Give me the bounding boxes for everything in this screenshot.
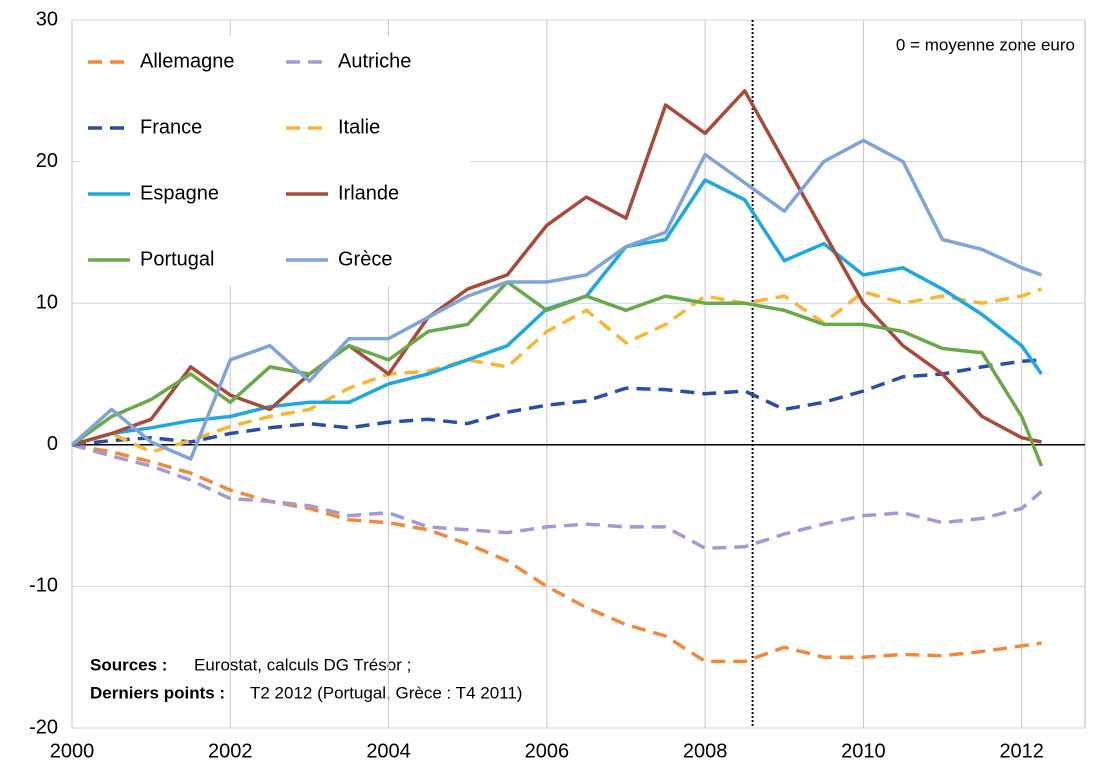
x-tick-label: 2006 — [525, 740, 570, 762]
x-tick-label: 2008 — [683, 740, 728, 762]
legend-label: Espagne — [140, 182, 219, 204]
y-tick-label: 10 — [36, 291, 58, 313]
x-tick-label: 2002 — [208, 740, 253, 762]
legend-label: Irlande — [338, 182, 399, 204]
x-tick-label: 2010 — [841, 740, 886, 762]
plot: -20 -10 0 10 20 30 2000 2002 2004 2006 2008 2010 201… — [29, 8, 1086, 762]
legend-label: Portugal — [140, 248, 215, 270]
annotation: 0 = moyenne zone euro — [896, 35, 1075, 54]
legend-label: Grèce — [338, 248, 392, 270]
legend-label: France — [140, 116, 202, 138]
y-tick-label: -20 — [29, 716, 58, 738]
last-points-label: Derniers points : — [90, 683, 225, 702]
sources-text: Eurostat, calculs DG Trésor ; — [194, 655, 411, 674]
legend-label: Autriche — [338, 50, 411, 72]
x-tick-label: 2012 — [999, 740, 1044, 762]
series-line — [71, 287, 1043, 454]
y-tick-label: 30 — [36, 8, 58, 30]
y-tick-label: 0 — [47, 433, 58, 455]
last-points-text: T2 2012 (Portugal, Grèce : T4 2011) — [250, 683, 522, 702]
legend-label: Allemagne — [140, 50, 235, 72]
series-line — [70, 138, 1043, 461]
legend-label: Italie — [338, 116, 380, 138]
series-line — [70, 280, 1044, 467]
series-line — [71, 358, 1042, 447]
legend-background — [80, 36, 470, 286]
x-tick-label: 2000 — [50, 740, 95, 762]
x-tick-label: 2004 — [366, 740, 411, 762]
series-line — [71, 443, 1043, 550]
y-tick-label: -10 — [29, 575, 58, 597]
y-tick-label: 20 — [36, 150, 58, 172]
sources-label: Sources : — [90, 655, 167, 674]
series-line — [71, 443, 1042, 664]
